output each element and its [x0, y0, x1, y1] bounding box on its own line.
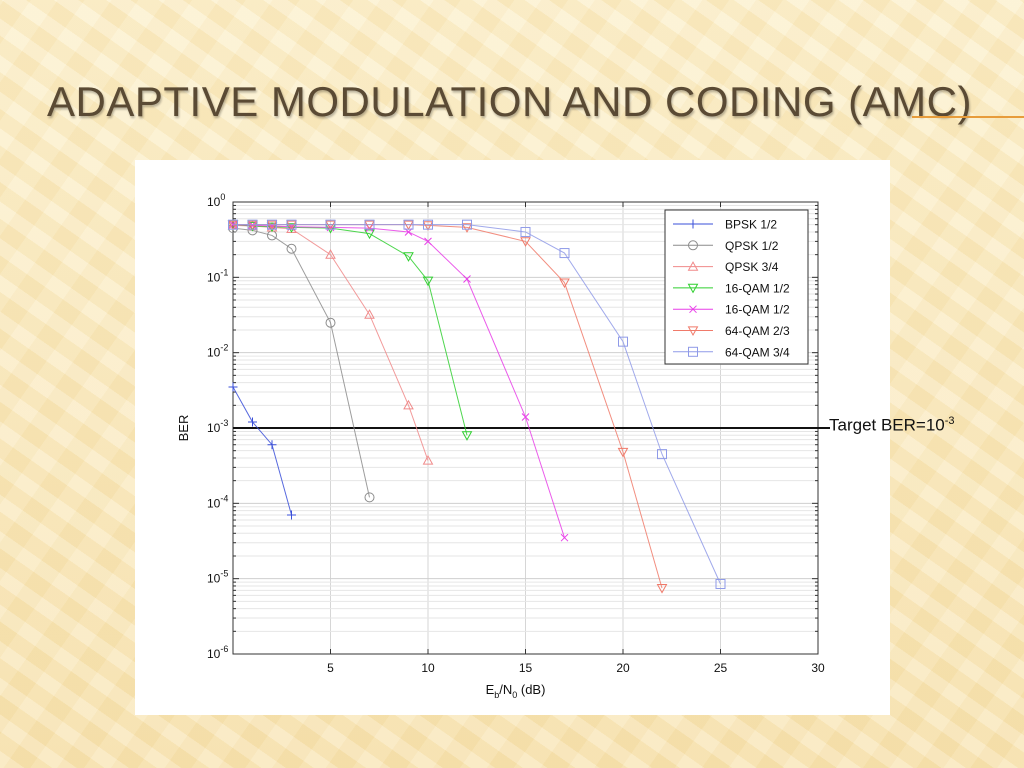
data-point [364, 219, 375, 230]
y-tick-label: 10-5 [207, 569, 228, 586]
data-point [364, 309, 375, 319]
data-point [286, 219, 297, 230]
data-point [228, 382, 238, 392]
series-4 [229, 220, 569, 542]
data-point [287, 510, 296, 520]
slide-title: ADAPTIVE MODULATION AND CODING (AMC) [47, 78, 972, 125]
x-tick-label: 30 [811, 661, 825, 675]
data-point [403, 219, 414, 230]
data-point [267, 440, 277, 450]
legend-label: QPSK 1/2 [725, 239, 779, 253]
legend-item: 16-QAM 1/2 [673, 281, 790, 295]
data-point [247, 221, 258, 232]
target-ber-annotation: Target BER=10-3 [829, 415, 955, 436]
y-tick-label: 10-1 [207, 267, 228, 284]
series-line [232, 227, 370, 498]
legend-swatch-marker [689, 305, 697, 314]
legend-swatch-marker [687, 261, 699, 271]
data-point [423, 219, 433, 230]
data-point [422, 454, 434, 465]
data-point [521, 413, 530, 421]
data-point [248, 417, 257, 427]
y-tick-label: 100 [207, 192, 225, 209]
data-point [286, 243, 297, 254]
legend-label: QPSK 3/4 [725, 260, 779, 274]
data-point [559, 248, 570, 259]
legend-swatch-marker [688, 346, 698, 357]
data-point [657, 449, 667, 460]
data-point [422, 276, 434, 287]
chart-panel: 5 10 15 20 25 30 100 10-1 10-2 10-3 10-4 10-5 10-6 Eb… [135, 160, 890, 715]
legend-item: QPSK 1/2 [673, 239, 779, 253]
data-point [520, 226, 531, 237]
data-point [520, 237, 531, 247]
data-point [325, 317, 336, 328]
y-tick-label: 10-2 [207, 343, 228, 360]
data-point [286, 223, 297, 233]
legend: BPSK 1/2 QPSK 1/2 QPSK 3/4 16-QAM 1/2 16-QAM… [664, 209, 809, 365]
x-tick-label: 25 [714, 661, 728, 675]
data-point [715, 578, 726, 589]
data-point [559, 278, 570, 289]
series-0 [228, 382, 296, 520]
data-point [364, 492, 375, 503]
data-point [325, 219, 336, 230]
legend-item: BPSK 1/2 [673, 218, 777, 232]
series-5 [227, 220, 668, 594]
x-tick-label: 10 [421, 661, 435, 675]
x-tick-label: 15 [519, 661, 533, 675]
legend-item: QPSK 3/4 [673, 260, 779, 274]
data-point [266, 222, 278, 233]
data-point [267, 219, 277, 230]
data-point [656, 583, 668, 594]
x-tick-label: 5 [327, 661, 334, 675]
data-point [463, 275, 471, 283]
y-tick-label: 10-3 [207, 418, 228, 435]
data-point [247, 219, 258, 230]
title-underline [912, 116, 1024, 118]
data-point [403, 252, 414, 262]
data-point [424, 237, 432, 246]
data-point [560, 533, 569, 542]
data-point [422, 221, 434, 231]
data-point [403, 399, 414, 410]
legend-box [664, 209, 809, 365]
data-point [248, 221, 257, 230]
y-tick-label: 10-6 [207, 644, 228, 661]
series-line [232, 224, 468, 436]
legend-item: 64-QAM 3/4 [673, 345, 790, 359]
y-tick-label: 10-4 [207, 493, 228, 510]
series-line [233, 224, 721, 585]
legend-label: 16-QAM 1/2 [725, 281, 790, 295]
series-line [232, 386, 292, 516]
legend-item: 64-QAM 2/3 [673, 324, 790, 338]
legend-label: 16-QAM 1/2 [725, 303, 790, 317]
target-ber-exponent: -3 [944, 415, 955, 427]
data-point [228, 219, 238, 230]
legend-swatch-marker [688, 240, 698, 251]
target-ber-label: Target BER=10 [829, 415, 945, 435]
legend-item: 16-QAM 1/2 [673, 303, 790, 317]
legend-swatch-marker [687, 326, 699, 337]
series-line [232, 224, 565, 538]
data-point [461, 223, 473, 233]
data-point [325, 249, 336, 259]
data-point [462, 219, 472, 230]
x-tick-label: 20 [616, 661, 630, 675]
legend-label: 64-QAM 2/3 [725, 324, 790, 338]
data-point [618, 336, 628, 347]
legend-swatch-marker [687, 283, 699, 294]
legend-label: BPSK 1/2 [725, 218, 777, 232]
ber-chart: 5 10 15 20 25 30 100 10-1 10-2 10-3 10-4 10-5 10-6 Eb… [176, 192, 830, 700]
legend-label: 64-QAM 3/4 [725, 345, 790, 359]
data-point [268, 222, 276, 230]
data-point [461, 431, 473, 441]
x-axis-label: Eb/N0 (dB) [486, 682, 546, 700]
y-axis-label: BER [176, 415, 191, 442]
series-1 [228, 223, 375, 503]
legend-swatch-marker [688, 219, 698, 229]
data-point [617, 447, 629, 458]
series-6 [228, 219, 726, 589]
